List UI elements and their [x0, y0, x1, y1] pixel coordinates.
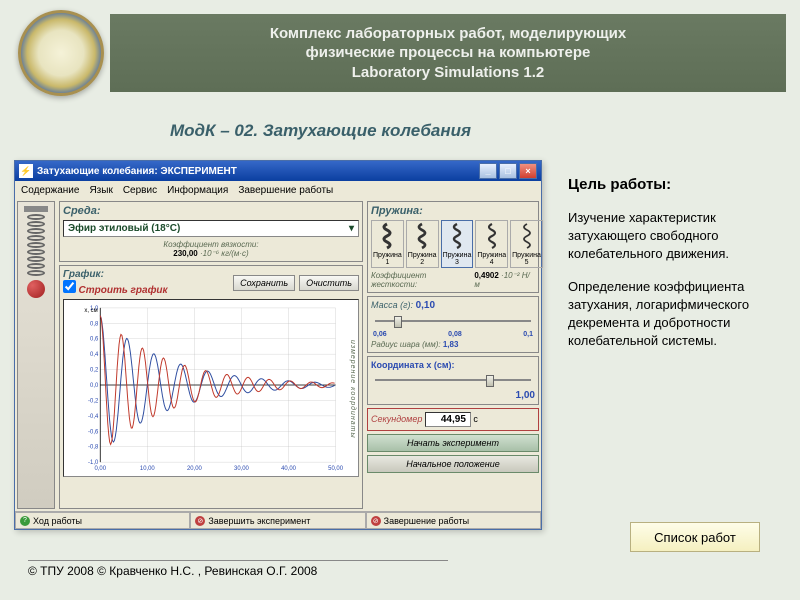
- maximize-button[interactable]: □: [499, 163, 517, 179]
- goal-block: Цель работы: Изучение характеристик зату…: [568, 176, 776, 364]
- module-title: МодК – 02. Затухающие колебания: [170, 121, 471, 141]
- chart-title: График:: [63, 269, 229, 280]
- radius-value: 1,83: [443, 340, 459, 349]
- svg-text:20,00: 20,00: [187, 466, 203, 472]
- header-bar: Комплекс лабораторных работ, моделирующи…: [110, 14, 786, 92]
- header-line2: физические процессы на компьютере: [270, 43, 626, 63]
- stopwatch-group: Секундомер 44,95 с: [367, 408, 539, 431]
- stiffness-value: 0,4902: [474, 271, 498, 280]
- svg-text:0,2: 0,2: [90, 368, 98, 374]
- university-logo: [18, 10, 104, 96]
- exit-button[interactable]: ⊘ Завершение работы: [366, 512, 541, 529]
- clear-chart-button[interactable]: Очистить: [299, 275, 359, 291]
- close-button[interactable]: ×: [519, 163, 537, 179]
- svg-text:0,0: 0,0: [90, 383, 99, 389]
- stopwatch-unit: с: [473, 414, 478, 424]
- copyright: © ТПУ 2008 © Кравченко Н.С. , Ревинская …: [28, 560, 448, 578]
- header-line3: Laboratory Simulations 1.2: [270, 63, 626, 83]
- spring-option-5[interactable]: Пружина 5: [510, 220, 543, 268]
- svg-text:x, см: x, см: [84, 308, 97, 314]
- close-icon: ⊘: [371, 516, 381, 526]
- environment-group: Среда: Эфир этиловый (18°C) ▾ Коэффициен…: [59, 201, 363, 262]
- svg-text:-0,4: -0,4: [88, 414, 99, 420]
- chart-group: График: Строить график Сохранить Очистит…: [59, 265, 363, 509]
- build-chart-checkbox[interactable]: [63, 280, 76, 293]
- menu-contents[interactable]: Содержание: [21, 185, 79, 196]
- chart-vertical-label: измерение координаты: [349, 340, 356, 439]
- svg-text:40,00: 40,00: [281, 466, 297, 472]
- mass-group: Масса (г): 0,10 0,06 0,08 0,1 Радиус шар…: [367, 296, 539, 353]
- springs-group: Пружина: Пружина 1 Пружина 2 Пружина 3 П…: [367, 201, 539, 293]
- menu-service[interactable]: Сервис: [123, 185, 157, 196]
- svg-text:0,8: 0,8: [90, 321, 99, 327]
- viscosity-label: Коэффициент вязкости:: [163, 240, 258, 249]
- coord-slider[interactable]: [371, 372, 535, 388]
- menubar: Содержание Язык Сервис Информация Заверш…: [15, 181, 541, 199]
- viscosity-value: 230,00: [173, 249, 197, 258]
- svg-text:10,00: 10,00: [140, 466, 156, 472]
- mass-label: Масса (г):: [371, 300, 413, 310]
- environment-dropdown[interactable]: Эфир этиловый (18°C) ▾: [63, 220, 359, 237]
- svg-text:0,4: 0,4: [90, 352, 99, 358]
- spring-option-2[interactable]: Пружина 2: [406, 220, 439, 268]
- spring-option-1[interactable]: Пружина 1: [371, 220, 404, 268]
- goal-paragraph-1: Изучение характеристик затухающего свобо…: [568, 209, 776, 264]
- svg-text:-0,8: -0,8: [88, 445, 99, 451]
- spring-simulation-column: [17, 201, 55, 509]
- progress-button[interactable]: ? Ход работы: [15, 512, 190, 529]
- chart-canvas: 1,00,80,60,40,20,0-0,2-0,4-0,6-0,8-1,00,…: [63, 299, 359, 477]
- stop-icon: ⊘: [195, 516, 205, 526]
- save-chart-button[interactable]: Сохранить: [233, 275, 295, 291]
- stopwatch-label: Секундомер: [371, 414, 422, 424]
- svg-text:-0,6: -0,6: [88, 429, 99, 435]
- finish-experiment-button[interactable]: ⊘ Завершить эксперимент: [190, 512, 365, 529]
- svg-text:0,00: 0,00: [94, 466, 106, 472]
- app-icon: ⚡: [19, 164, 33, 178]
- mass-value: 0,10: [416, 300, 435, 311]
- chevron-down-icon: ▾: [349, 223, 354, 234]
- window-titlebar[interactable]: ⚡ Затухающие колебания: ЭКСПЕРИМЕНТ _ □ …: [15, 161, 541, 181]
- radius-label: Радиус шара (мм):: [371, 340, 441, 349]
- coord-value: 1,00: [516, 390, 535, 401]
- stopwatch-value: 44,95: [425, 412, 471, 427]
- menu-info[interactable]: Информация: [167, 185, 228, 196]
- header-line1: Комплекс лабораторных работ, моделирующи…: [270, 24, 626, 44]
- environment-title: Среда:: [63, 205, 359, 217]
- spring-option-4[interactable]: Пружина 4: [475, 220, 508, 268]
- reset-position-button[interactable]: Начальное положение: [367, 455, 539, 473]
- springs-title: Пружина:: [371, 205, 535, 217]
- goal-title: Цель работы:: [568, 176, 776, 193]
- coordinate-group: Координата x (см): 1,00: [367, 356, 539, 405]
- viscosity-unit: ·10⁻⁶ кг/(м·с): [200, 249, 249, 258]
- start-experiment-button[interactable]: Начать эксперимент: [367, 434, 539, 452]
- svg-text:0,6: 0,6: [90, 337, 99, 343]
- simulation-app-window: ⚡ Затухающие колебания: ЭКСПЕРИМЕНТ _ □ …: [14, 160, 542, 530]
- goal-paragraph-2: Определение коэффициента затухания, лога…: [568, 278, 776, 351]
- spring-option-3[interactable]: Пружина 3: [441, 220, 474, 268]
- window-title: Затухающие колебания: ЭКСПЕРИМЕНТ: [37, 166, 237, 177]
- mass-slider[interactable]: [371, 313, 535, 329]
- coord-label: Координата x (см):: [371, 360, 535, 370]
- stiffness-label: Коэффициент жесткости:: [371, 271, 474, 289]
- pendulum-ball-icon: [27, 280, 45, 298]
- progress-icon: ?: [20, 516, 30, 526]
- build-chart-label: Строить график: [79, 285, 168, 296]
- svg-text:30,00: 30,00: [234, 466, 250, 472]
- svg-text:50,00: 50,00: [328, 466, 344, 472]
- svg-text:-0,2: -0,2: [88, 398, 98, 404]
- works-list-button[interactable]: Список работ: [630, 522, 760, 552]
- minimize-button[interactable]: _: [479, 163, 497, 179]
- menu-exit[interactable]: Завершение работы: [238, 185, 333, 196]
- menu-language[interactable]: Язык: [89, 185, 112, 196]
- status-bar: ? Ход работы ⊘ Завершить эксперимент ⊘ З…: [15, 511, 541, 529]
